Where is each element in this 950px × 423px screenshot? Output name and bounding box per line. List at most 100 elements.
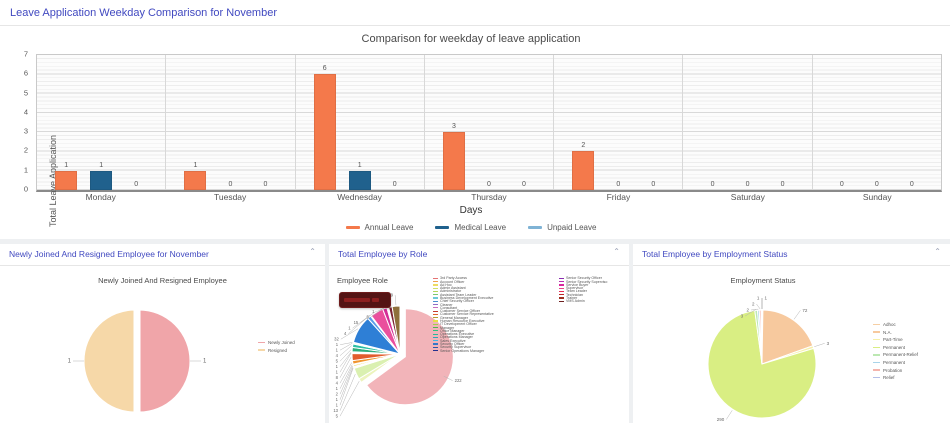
legend-marker <box>559 294 564 296</box>
pie-label-line <box>793 310 801 320</box>
legend-item[interactable]: Probation <box>873 368 918 373</box>
legend-item[interactable]: Security Officer <box>433 342 494 346</box>
bar[interactable] <box>313 74 336 190</box>
legend-item[interactable]: Technician <box>559 293 607 297</box>
legend-item[interactable]: N.A. <box>873 330 918 335</box>
legend-item[interactable]: Consultant <box>433 305 494 310</box>
pie-value-label: 4 <box>336 353 339 358</box>
bar[interactable] <box>184 170 207 190</box>
legend-item[interactable]: Operations Executive <box>433 332 494 336</box>
pie-slice[interactable] <box>761 309 814 365</box>
legend-item[interactable]: Human Resource Executive <box>433 319 494 323</box>
pie-label-line <box>756 303 761 310</box>
legend-label: Chief Security Officer <box>440 299 474 304</box>
bar[interactable] <box>55 170 78 190</box>
pie-label-line <box>340 328 359 340</box>
legend-item[interactable]: Resigned <box>258 348 295 353</box>
legend-item[interactable]: Unpaid Leave <box>528 223 596 232</box>
legend-item[interactable]: Senior Security Officer <box>559 276 607 280</box>
legend-item[interactable]: Business Development Executive <box>433 296 494 300</box>
chevron-up-icon[interactable]: ⌃ <box>309 247 316 256</box>
legend-item[interactable]: Team Leader <box>559 289 607 293</box>
bar[interactable] <box>442 132 465 190</box>
bar-value-label: 0 <box>392 181 397 188</box>
legend-item[interactable]: Permanent <box>873 360 918 365</box>
bar[interactable] <box>348 170 371 190</box>
pie-value-label: 13 <box>333 408 338 413</box>
bar-value-label: 0 <box>780 181 785 188</box>
bar-slot: 0 <box>901 55 923 190</box>
legend-item[interactable]: 3rd Party Access <box>433 276 494 281</box>
legend-item[interactable]: Medical Leave <box>435 223 506 232</box>
x-tick-label: Monday <box>85 192 116 202</box>
legend-item[interactable]: Account Officer <box>433 280 494 284</box>
pie-value-label: 32 <box>334 337 339 342</box>
legend-item[interactable]: Office Manager <box>433 328 494 333</box>
bar-value-label: 2 <box>581 142 586 150</box>
pie-label-line <box>339 349 352 362</box>
legend-item[interactable]: Annual Leave <box>345 223 413 232</box>
legend-item[interactable]: Trainer <box>559 296 607 300</box>
bar-group: 3 0 0 <box>423 55 553 190</box>
legend-item[interactable]: General Manager <box>433 316 494 320</box>
bar[interactable] <box>90 170 113 190</box>
legend-item[interactable]: Operations Manager <box>433 335 494 339</box>
legend-label: 3rd Party Access <box>440 276 467 281</box>
legend-item[interactable]: Senior Security Superviso <box>559 280 607 284</box>
legend-item[interactable]: Newly Joined <box>258 340 295 345</box>
pie-slice[interactable] <box>707 309 817 419</box>
legend-item[interactable]: Permanent-Relief <box>873 352 918 357</box>
legend-marker <box>433 277 438 279</box>
legend-item[interactable]: Permanent <box>873 345 918 350</box>
legend-item[interactable]: Adhoc <box>873 322 918 327</box>
legend-item[interactable]: VMS Admin <box>559 299 607 303</box>
pie-value-label: 1 <box>203 359 207 365</box>
x-tick-label: Wednesday <box>337 192 382 202</box>
pie-value-label: 1 <box>336 397 339 402</box>
legend-item[interactable]: Senior Operations Manager <box>433 349 494 353</box>
pie-slice[interactable] <box>391 305 401 355</box>
legend-marker <box>559 290 564 293</box>
bar-value-label: 0 <box>651 181 656 188</box>
legend-item[interactable]: IT Development Officer <box>433 322 494 326</box>
chevron-up-icon[interactable]: ⌃ <box>613 247 620 256</box>
pie-label-line <box>339 352 352 373</box>
legend-item[interactable]: Assistant Team Leader <box>433 293 494 297</box>
chevron-up-icon[interactable]: ⌃ <box>934 247 941 256</box>
pie-value-label: 1 <box>765 296 768 301</box>
legend-item[interactable]: Part-Time <box>873 337 918 342</box>
bar-value-label: 1 <box>99 161 104 169</box>
legend-item[interactable]: Service Buyer <box>559 283 607 287</box>
panel-role-header: Total Employee by Role ⌃ <box>329 244 629 266</box>
legend-item[interactable]: Security Supervisor <box>433 345 494 350</box>
legend-item[interactable]: Relief <box>873 375 918 380</box>
legend-item[interactable]: Cleaner <box>433 303 494 307</box>
legend-item[interactable]: Administrator <box>433 289 494 293</box>
legend-marker <box>433 300 438 302</box>
legend-marker <box>433 307 438 309</box>
legend-item[interactable]: Admin Assistant <box>433 286 494 290</box>
legend-item[interactable]: Chief Security Officer <box>433 299 494 304</box>
legend-item[interactable]: Ad Hoc <box>433 283 494 287</box>
legend-item[interactable]: Customer Service Representative <box>433 312 494 316</box>
legend-item[interactable]: Supervisor <box>559 286 607 290</box>
leave-bar-chart: Comparison for weekday of leave applicat… <box>0 33 950 232</box>
bar-slot: 0 <box>384 55 406 190</box>
pie-slice[interactable] <box>760 309 763 365</box>
bar-value-label: 0 <box>263 181 268 188</box>
pie-slice[interactable] <box>137 307 193 415</box>
employment-pie-title: Employment Status <box>730 276 796 285</box>
pie-label-line <box>339 362 352 384</box>
legend-item[interactable]: Sales Executive <box>433 339 494 343</box>
pie-slice[interactable] <box>81 307 137 415</box>
legend-item[interactable]: Customer Service Officer <box>433 309 494 313</box>
legend-item[interactable]: Manager <box>433 326 494 330</box>
legend-label: Security Supervisor <box>440 345 472 350</box>
bar[interactable] <box>572 151 595 190</box>
legend-label: Office Manager <box>440 328 465 333</box>
legend-label: Consultant <box>440 305 458 310</box>
legend-label: Permanent <box>883 344 906 350</box>
x-tick-label: Saturday <box>730 192 765 202</box>
bar-slot: 0 <box>513 55 535 190</box>
